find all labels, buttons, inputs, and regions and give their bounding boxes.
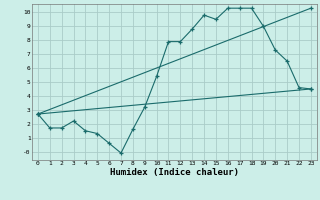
X-axis label: Humidex (Indice chaleur): Humidex (Indice chaleur)	[110, 168, 239, 177]
